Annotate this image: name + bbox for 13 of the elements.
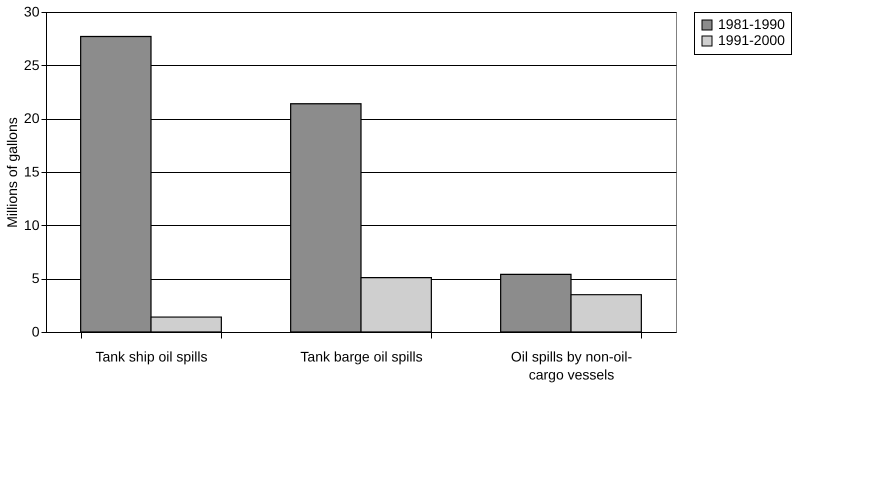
x-tick-label: Oil spills by non-oil-cargo vessels <box>510 348 633 382</box>
y-tick-label: 10 <box>24 216 40 233</box>
legend-label: 1991-2000 <box>718 32 786 48</box>
legend-label: 1981-1990 <box>718 16 786 32</box>
y-tick-label: 5 <box>32 270 40 286</box>
y-axis-title: Millions of gallons <box>4 117 20 228</box>
y-tick-label: 25 <box>24 56 40 73</box>
y-tick-label: 0 <box>32 324 40 340</box>
x-tick-label: Tank ship oil spills <box>95 348 208 364</box>
y-tick-label: 15 <box>24 164 40 180</box>
y-tick-label: 20 <box>24 110 40 126</box>
y-tick-label: 30 <box>24 4 40 20</box>
x-tick-label: Tank barge oil spills <box>300 348 423 364</box>
